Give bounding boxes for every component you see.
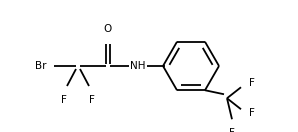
Text: O: O [104, 24, 112, 34]
Text: F: F [249, 108, 255, 118]
Text: Br: Br [35, 61, 47, 71]
Text: F: F [61, 95, 67, 105]
Text: F: F [249, 78, 255, 88]
Text: NH: NH [130, 61, 146, 71]
Text: F: F [229, 128, 235, 132]
Text: F: F [89, 95, 95, 105]
